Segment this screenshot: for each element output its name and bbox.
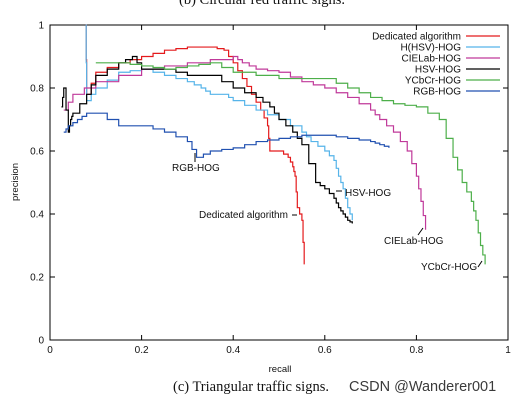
watermark: CSDN @Wanderer001 bbox=[349, 379, 496, 395]
bottom-caption: (c) Triangular traffic signs. bbox=[173, 379, 329, 395]
axis-ticks: 0 0.2 0.4 0.6 0.8 1 0 0.2 0.4 0.6 0.8 1 bbox=[30, 21, 511, 357]
y-axis-label: precision bbox=[10, 163, 21, 201]
x-axis-label: recall bbox=[269, 364, 292, 375]
legend-label: YCbCr-HOG bbox=[405, 76, 461, 87]
y-tick-label: 0.8 bbox=[30, 84, 44, 95]
annotation-label: RGB-HOG bbox=[172, 163, 220, 174]
annotation-label: Dedicated algorithm bbox=[199, 210, 288, 221]
x-tick-label: 0.6 bbox=[318, 345, 332, 356]
y-tick-label: 0.2 bbox=[30, 273, 44, 284]
legend-label: Dedicated algorithm bbox=[372, 32, 461, 43]
plot-frame bbox=[49, 24, 509, 341]
annotation-label: HSV-HOG bbox=[345, 188, 391, 199]
x-tick-label: 1 bbox=[505, 345, 511, 356]
series-line-dedicated-algorithm bbox=[85, 24, 305, 265]
legend-label: HSV-HOG bbox=[415, 65, 461, 76]
legend-label: RGB-HOG bbox=[413, 87, 461, 98]
series-lines bbox=[61, 24, 486, 265]
annotation-leader bbox=[477, 260, 483, 268]
series-line-cielab-hog bbox=[63, 55, 427, 230]
plot-border bbox=[49, 24, 509, 341]
x-tick-label: 0.2 bbox=[135, 345, 149, 356]
annotation-label: CIELab-HOG bbox=[384, 236, 444, 247]
annotation-label: YCbCr-HOG bbox=[421, 262, 477, 273]
x-tick-label: 0.4 bbox=[226, 345, 240, 356]
legend-label: H(HSV)-HOG bbox=[400, 43, 461, 54]
y-tick-label: 0 bbox=[38, 336, 44, 347]
legend: Dedicated algorithmH(HSV)-HOGCIELab-HOGH… bbox=[372, 32, 500, 98]
series-annotations: Dedicated algorithm CIELab-HOG HSV-HOG YCbC… bbox=[172, 153, 483, 273]
y-tick-label: 0.4 bbox=[30, 210, 44, 221]
series-line-h-hsv-hog bbox=[85, 24, 353, 221]
y-tick-label: 1 bbox=[38, 21, 44, 32]
legend-label: CIELab-HOG bbox=[402, 54, 462, 65]
x-tick-label: 0.8 bbox=[409, 345, 423, 356]
top-caption: (b) Circular red traffic signs. bbox=[179, 0, 345, 8]
y-tick-label: 0.6 bbox=[30, 147, 44, 158]
annotation-leader bbox=[417, 227, 424, 236]
series-line-rgb-hog bbox=[63, 112, 390, 158]
x-tick-label: 0 bbox=[47, 345, 53, 356]
